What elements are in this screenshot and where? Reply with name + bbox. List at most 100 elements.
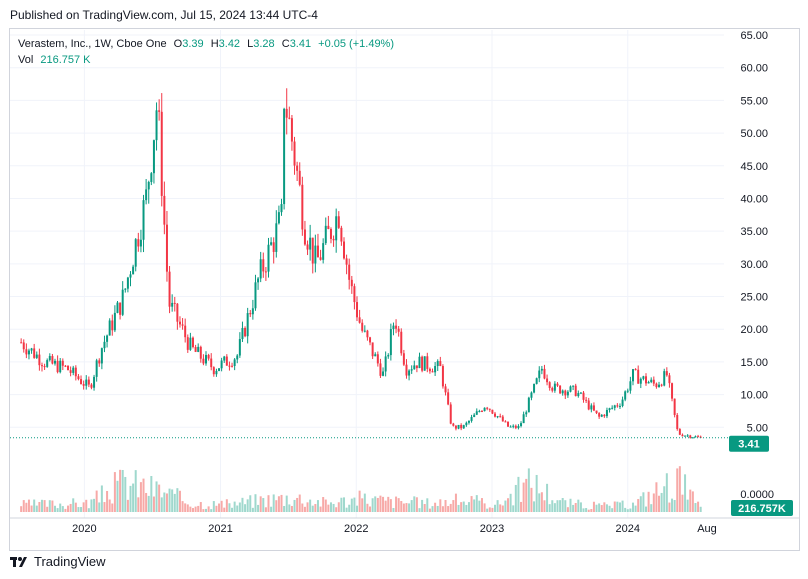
volume-bar [329,502,332,512]
candle-body [655,383,658,388]
candle-body [218,368,221,371]
volume-bar [231,507,234,512]
candle-body [462,425,465,429]
high-value: 3.42 [218,38,241,50]
volume-bar [582,508,585,512]
volume-bar [645,506,648,512]
volume-bar [218,503,221,512]
x-tick-label: Aug [697,523,717,535]
volume-bar [665,473,668,512]
candle-body [241,327,244,340]
candle-body [25,349,28,355]
candle-body [139,239,142,247]
volume-bar [418,508,421,512]
candle-body [587,400,590,410]
volume-bar [121,470,124,512]
volume-bar [520,501,523,512]
candle-body [410,369,413,371]
volume-bar [590,509,593,512]
volume-bar [259,496,262,512]
candle-body [262,259,265,272]
volume-bar [142,478,145,512]
candle-body [40,365,43,367]
volume-bar [488,507,491,512]
branding[interactable]: TradingView [10,554,106,569]
candle-body [202,358,205,364]
candle-body [684,435,687,437]
volume-bar [496,500,499,512]
volume-bar [251,507,254,512]
volume-bar [54,505,57,512]
candle-body [316,245,319,258]
candle-body [163,195,166,225]
change-value: +0.05 (+1.49%) [318,38,395,50]
volume-bar [561,498,564,512]
volume-bar [80,507,83,512]
candle-body [577,393,580,397]
candle-body [155,110,158,141]
candle-body [59,360,62,373]
candle-body [246,313,249,337]
volume-bar [335,507,338,512]
published-header: Published on TradingView.com, Jul 15, 20… [10,8,318,22]
volume-bar [559,500,562,512]
volume-bar [202,509,205,512]
candle-body [556,383,559,386]
volume-bar [311,505,314,512]
volume-bar [668,502,671,512]
candle-body [637,369,640,384]
candle-body [650,379,653,383]
volume-bar [241,497,244,512]
legend: Verastem, Inc., 1W, Cboe One O3.39 H3.42… [18,36,394,68]
candle-body [35,354,38,358]
volume-bar [507,498,510,512]
volume-bar [132,483,135,512]
volume-bar [671,498,674,512]
volume-value: 216.757 K [40,54,91,66]
volume-bar [233,501,236,512]
candle-body [309,237,312,250]
volume-bar [603,502,606,512]
candle-body [106,335,109,342]
volume-bar [262,498,265,512]
low-value: 3.28 [253,38,275,50]
candle-body [421,356,424,371]
volume-bar [301,503,304,512]
volume-bar [254,494,257,512]
volume-bar [400,501,403,512]
volume-bar [389,499,392,512]
candle-body [452,423,455,426]
volume-bar [285,495,288,512]
volume-bar [249,495,252,512]
candle-body [137,239,140,247]
candle-body [184,325,187,338]
candle-body [540,368,543,371]
x-tick-label: 2024 [616,523,640,535]
candle-body [142,200,145,240]
candle-body [548,382,551,388]
high-label: H [210,38,219,50]
volume-bar [566,507,569,512]
candle-body [415,365,418,369]
volume-bar [384,500,387,512]
volume-bar [441,506,444,512]
volume-bar [517,476,520,512]
candle-body [509,426,512,428]
volume-bar [30,505,33,512]
volume-bar [35,505,38,512]
volume-bar [98,502,101,512]
candle-body [582,392,585,400]
volume-bar [564,500,567,512]
volume-bar [171,489,174,512]
y-tick-label: 5.00 [747,422,768,434]
volume-bar [530,487,533,512]
volume-bar [108,499,111,512]
volume-bar [236,505,239,512]
volume-bar [165,493,168,512]
volume-bar [691,491,694,512]
volume-bar [350,498,353,512]
volume-bar [397,498,400,512]
candle-body [51,356,54,364]
volume-bar [499,504,502,512]
